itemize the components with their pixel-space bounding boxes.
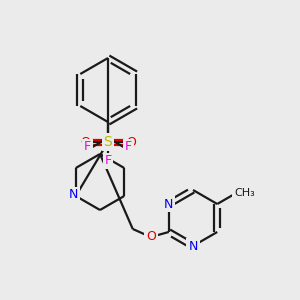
Text: CH₃: CH₃ <box>234 188 255 198</box>
Text: N: N <box>188 239 198 253</box>
Text: O: O <box>126 136 136 148</box>
Text: S: S <box>103 135 112 149</box>
Text: F: F <box>125 140 132 154</box>
Text: F: F <box>84 140 91 154</box>
Text: N: N <box>69 188 78 202</box>
Text: F: F <box>104 154 112 167</box>
Text: O: O <box>80 136 90 148</box>
Text: N: N <box>164 197 173 211</box>
Text: O: O <box>146 230 156 244</box>
